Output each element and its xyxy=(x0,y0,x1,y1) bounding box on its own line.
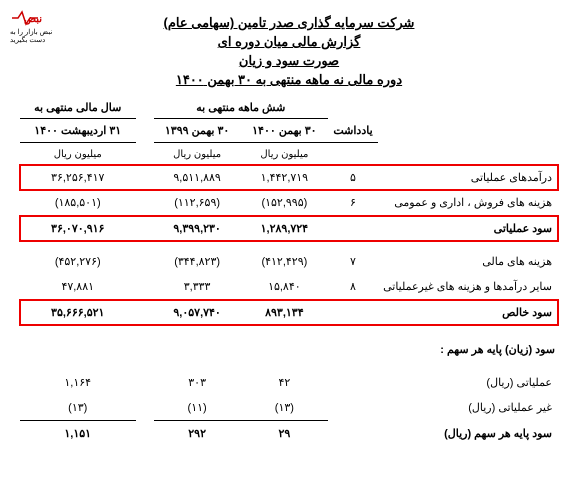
table-row: هزینه های فروش ، اداری و عمومی۶(۱۵۲,۹۹۵)… xyxy=(20,190,558,216)
col-c2: ۳۰ بهمن ۱۳۹۹ xyxy=(154,119,241,143)
svg-text:نبض: نبض xyxy=(24,14,42,25)
unit-c3: میلیون ریال xyxy=(20,143,136,165)
row-c2: (۱۱۲,۶۵۹) xyxy=(154,190,241,216)
table-row: سود خالص ۸۹۳,۱۳۴۹,۰۵۷,۷۴۰ ۳۵,۶۶۶,۵۲۱ xyxy=(20,300,558,326)
table-row: درآمدهای عملیاتی۵۱,۴۴۲,۷۱۹۹,۵۱۱,۸۸۹ ۳۶,۲۵… xyxy=(20,165,558,191)
table-row: سود پایه هر سهم (ریال) ۲۹۲۹۲ ۱,۱۵۱ xyxy=(20,421,558,447)
income-statement-table: یادداشت شش ماهه منتهی به سال مالی منتهی … xyxy=(20,96,558,446)
col-group-6m: شش ماهه منتهی به xyxy=(154,96,329,119)
table-row: عملیاتی (ریال) ۴۲۳۰۳ ۱,۱۶۴ xyxy=(20,370,558,395)
row-c2: ۳,۳۳۳ xyxy=(154,274,241,300)
row-c1: ۱۵,۸۴۰ xyxy=(241,274,328,300)
row-note xyxy=(328,421,378,447)
row-c2: ۹,۰۵۷,۷۴۰ xyxy=(154,300,241,326)
row-c3: ۳۶,۰۷۰,۹۱۶ xyxy=(20,216,136,242)
table-row: هزینه های مالی۷(۴۱۲,۴۲۹)(۳۴۴,۸۲۳) (۴۵۲,۲۷… xyxy=(20,249,558,274)
col-c3: ۳۱ اردیبهشت ۱۴۰۰ xyxy=(20,119,136,143)
logo-tagline: نبض بازار را به دست بگیرید xyxy=(10,28,70,44)
row-c3: ۳۵,۶۶۶,۵۲۱ xyxy=(20,300,136,326)
statement-name: صورت سود و زیان xyxy=(20,53,558,69)
row-c1: ۸۹۳,۱۳۴ xyxy=(241,300,328,326)
row-c1: ۱,۴۴۲,۷۱۹ xyxy=(241,165,328,191)
row-c3: ۱,۱۵۱ xyxy=(20,421,136,447)
row-note xyxy=(328,395,378,421)
row-gap xyxy=(136,370,154,395)
row-note: ۸ xyxy=(328,274,378,300)
row-gap xyxy=(136,395,154,421)
row-label: سود پایه هر سهم (ریال) xyxy=(378,421,558,447)
unit-c2: میلیون ریال xyxy=(154,143,241,165)
row-c1: ۴۲ xyxy=(241,370,328,395)
row-c1: (۱۳) xyxy=(241,395,328,421)
col-group-year: سال مالی منتهی به xyxy=(20,96,136,119)
table-row: سود عملیاتی ۱,۲۸۹,۷۲۴۹,۳۹۹,۲۳۰ ۳۶,۰۷۰,۹۱۶ xyxy=(20,216,558,242)
period: دوره مالی نه ماهه منتهی به ۳۰ بهمن ۱۴۰۰ xyxy=(20,72,558,88)
row-label: هزینه های مالی xyxy=(378,249,558,274)
row-note xyxy=(328,216,378,242)
row-c2: (۳۴۴,۸۲۳) xyxy=(154,249,241,274)
row-gap xyxy=(136,190,154,216)
row-label: سود خالص xyxy=(378,300,558,326)
row-label: هزینه های فروش ، اداری و عمومی xyxy=(378,190,558,216)
row-label: درآمدهای عملیاتی xyxy=(378,165,558,191)
row-c3: ۳۶,۲۵۶,۴۱۷ xyxy=(20,165,136,191)
col-c1: ۳۰ بهمن ۱۴۰۰ xyxy=(241,119,328,143)
row-c3: ۴۷,۸۸۱ xyxy=(20,274,136,300)
row-gap xyxy=(136,249,154,274)
report-type: گزارش مالی میان دوره ای xyxy=(20,34,558,50)
row-note xyxy=(328,370,378,395)
company-name: شرکت سرمایه گذاری صدر تامین (سهامی عام) xyxy=(20,15,558,31)
row-c3: (۴۵۲,۲۷۶) xyxy=(20,249,136,274)
table-row: سایر درآمدها و هزینه های غیرعملیاتی۸۱۵,۸… xyxy=(20,274,558,300)
row-gap xyxy=(136,165,154,191)
logo: نبض نبض بازار را به دست بگیرید xyxy=(10,10,70,40)
unit-c1: میلیون ریال xyxy=(241,143,328,165)
eps-title: سود (زیان) پایه هر سهم : xyxy=(20,333,558,362)
row-gap xyxy=(136,274,154,300)
row-c2: ۹,۳۹۹,۲۳۰ xyxy=(154,216,241,242)
row-note xyxy=(328,300,378,326)
row-c1: (۱۵۲,۹۹۵) xyxy=(241,190,328,216)
row-label: سود عملیاتی xyxy=(378,216,558,242)
row-gap xyxy=(136,421,154,447)
row-c3: (۱۳) xyxy=(20,395,136,421)
row-note: ۵ xyxy=(328,165,378,191)
row-label: سایر درآمدها و هزینه های غیرعملیاتی xyxy=(378,274,558,300)
row-c2: (۱۱) xyxy=(154,395,241,421)
row-c1: ۱,۲۸۹,۷۲۴ xyxy=(241,216,328,242)
row-gap xyxy=(136,216,154,242)
row-label: عملیاتی (ریال) xyxy=(378,370,558,395)
row-c3: (۱۸۵,۵۰۱) xyxy=(20,190,136,216)
row-c3: ۱,۱۶۴ xyxy=(20,370,136,395)
row-label: غیر عملیاتی (ریال) xyxy=(378,395,558,421)
table-row: غیر عملیاتی (ریال)(۱۳)(۱۱)(۱۳) xyxy=(20,395,558,421)
row-c1: ۲۹ xyxy=(241,421,328,447)
row-note: ۷ xyxy=(328,249,378,274)
row-c1: (۴۱۲,۴۲۹) xyxy=(241,249,328,274)
row-c2: ۳۰۳ xyxy=(154,370,241,395)
row-c2: ۲۹۲ xyxy=(154,421,241,447)
row-c2: ۹,۵۱۱,۸۸۹ xyxy=(154,165,241,191)
row-note: ۶ xyxy=(328,190,378,216)
report-header: شرکت سرمایه گذاری صدر تامین (سهامی عام) … xyxy=(20,15,558,88)
row-gap xyxy=(136,300,154,326)
col-note: یادداشت xyxy=(328,96,378,143)
